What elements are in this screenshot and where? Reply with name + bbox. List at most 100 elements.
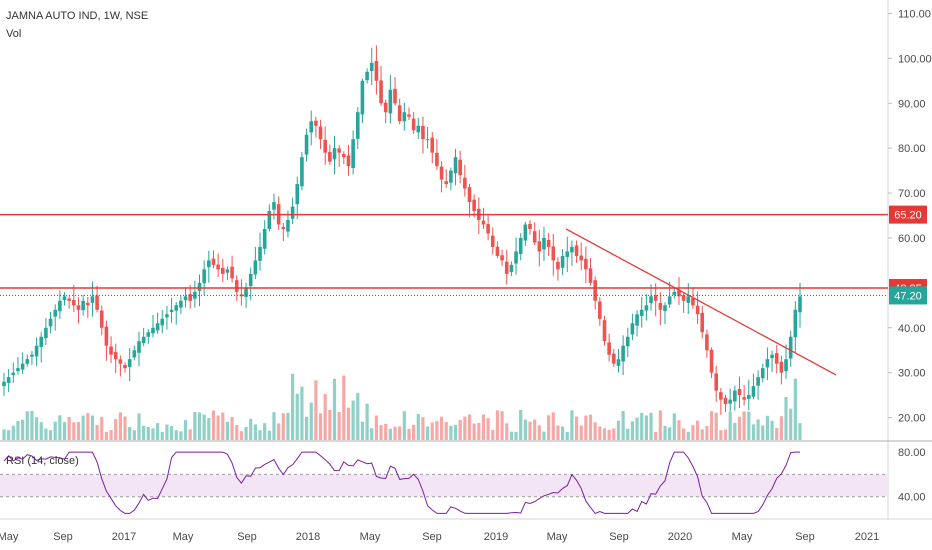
candle-body bbox=[421, 125, 425, 140]
volume-bar bbox=[346, 407, 351, 440]
candle-body bbox=[248, 273, 253, 287]
volume-bar bbox=[565, 431, 569, 440]
volume-bar bbox=[58, 415, 62, 440]
price-tick-label: 20.00 bbox=[898, 413, 926, 425]
candle-body bbox=[658, 302, 663, 310]
candle-body bbox=[625, 336, 630, 347]
candle-body bbox=[25, 359, 30, 364]
candle-body bbox=[672, 291, 677, 295]
candle-body bbox=[714, 373, 719, 391]
volume-bar bbox=[649, 412, 653, 440]
volume-bar bbox=[34, 417, 39, 440]
candle-body bbox=[58, 300, 62, 312]
rsi-band bbox=[0, 474, 888, 497]
candle-body bbox=[81, 300, 85, 311]
candle-body bbox=[113, 352, 118, 360]
candle-body bbox=[756, 377, 760, 386]
volume-bar bbox=[761, 425, 765, 440]
candle-body bbox=[304, 134, 309, 155]
candle-body bbox=[584, 258, 588, 270]
volume-bar bbox=[719, 430, 723, 440]
volume-bar bbox=[421, 417, 425, 440]
volume-bar bbox=[235, 425, 239, 440]
volume-bar bbox=[188, 429, 192, 440]
candle-body bbox=[449, 170, 453, 183]
candle-body bbox=[314, 120, 318, 126]
candle-body bbox=[700, 312, 705, 333]
candle-body bbox=[542, 237, 546, 250]
candle-body bbox=[207, 260, 211, 268]
volume-bar bbox=[81, 415, 85, 440]
candle-body bbox=[332, 148, 337, 160]
candle-body bbox=[53, 309, 58, 317]
candle-body bbox=[677, 290, 681, 297]
price-tick-label: 60.00 bbox=[898, 233, 926, 245]
time-tick-label: May bbox=[547, 531, 568, 543]
candle-body bbox=[132, 350, 137, 358]
volume-bar bbox=[72, 422, 76, 440]
candle-body bbox=[630, 323, 635, 335]
volume-bar bbox=[733, 422, 737, 440]
volume-bar bbox=[742, 411, 746, 440]
volume-bar bbox=[104, 431, 109, 440]
volume-bar bbox=[249, 418, 253, 440]
volume-bar bbox=[505, 423, 509, 440]
volume-bar bbox=[756, 419, 760, 440]
volume-bar bbox=[737, 416, 742, 440]
volume-bar bbox=[593, 422, 597, 440]
volume-bar bbox=[765, 415, 770, 440]
time-tick-label: May bbox=[0, 531, 19, 543]
volume-bar bbox=[509, 431, 513, 440]
candle-body bbox=[16, 368, 20, 372]
volume-bar bbox=[123, 416, 127, 440]
candle-body bbox=[509, 264, 514, 273]
volume-bar bbox=[528, 421, 532, 440]
volume-bar bbox=[128, 426, 132, 440]
volume-bar bbox=[630, 421, 635, 440]
candle-body bbox=[211, 258, 216, 265]
candle-body bbox=[667, 296, 672, 305]
volume-bar bbox=[398, 426, 402, 440]
volume-bar bbox=[635, 417, 639, 440]
volume-bar bbox=[151, 428, 155, 440]
candle-body bbox=[155, 323, 160, 331]
candle-body bbox=[612, 353, 616, 364]
price-tick-label: 90.00 bbox=[898, 98, 926, 110]
candle-body bbox=[746, 395, 751, 399]
volume-bar bbox=[463, 416, 467, 440]
candle-body bbox=[234, 280, 239, 292]
volume-bar bbox=[691, 425, 695, 440]
volume-bar bbox=[286, 412, 290, 440]
volume-bar bbox=[356, 392, 360, 440]
candle-body bbox=[556, 261, 560, 270]
candle-body bbox=[523, 224, 528, 241]
candle-body bbox=[737, 388, 742, 396]
candle-body bbox=[11, 372, 16, 376]
candle-body bbox=[472, 199, 476, 212]
candle-body bbox=[72, 300, 76, 306]
volume-bar bbox=[663, 425, 667, 440]
volume-bar bbox=[300, 386, 304, 440]
candle-body bbox=[574, 245, 579, 256]
candle-body bbox=[793, 309, 798, 338]
price-tick-label: 70.00 bbox=[898, 188, 926, 200]
volume-bar bbox=[402, 411, 406, 440]
candle-body bbox=[183, 296, 188, 301]
candle-body bbox=[444, 181, 449, 185]
volume-bar bbox=[25, 411, 29, 440]
candle-body bbox=[290, 206, 295, 219]
candle-body bbox=[188, 294, 192, 301]
candle-body bbox=[318, 126, 323, 140]
candle-body bbox=[495, 246, 500, 256]
volume-bar bbox=[579, 425, 583, 440]
volume-bar bbox=[183, 420, 188, 440]
volume-bar bbox=[551, 412, 555, 440]
volume-bar bbox=[560, 426, 565, 440]
candle-body bbox=[244, 287, 248, 297]
volume-bar bbox=[556, 425, 560, 440]
candle-body bbox=[602, 320, 607, 342]
volume-bar bbox=[472, 423, 476, 440]
volume-bar bbox=[351, 400, 355, 440]
volume-bar bbox=[216, 415, 220, 440]
